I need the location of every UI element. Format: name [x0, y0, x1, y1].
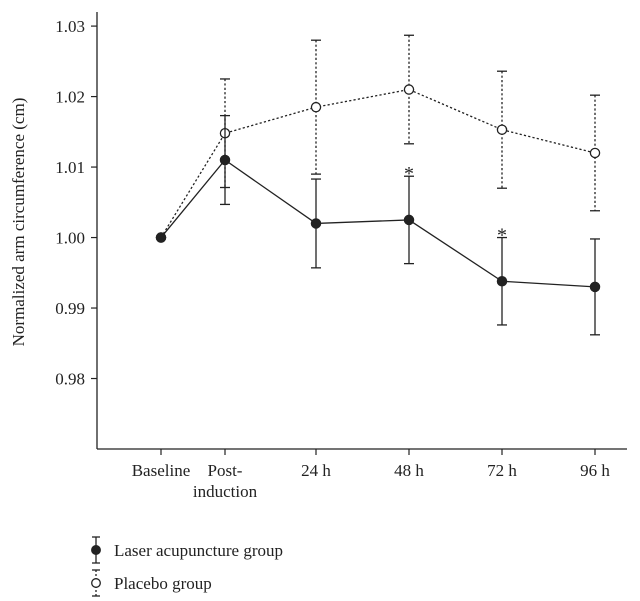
x-tick-label: 24 h [301, 461, 331, 480]
legend-item-laser: Laser acupuncture group [91, 536, 283, 564]
legend: Laser acupuncture group Placebo group [91, 536, 283, 597]
y-tick-label: 1.03 [55, 17, 85, 36]
point-placebo [589, 147, 601, 159]
x-tick-label: induction [193, 482, 258, 501]
y-tick-label: 0.98 [55, 370, 85, 389]
x-tick-label: 48 h [394, 461, 424, 480]
x-tick-label: 96 h [580, 461, 610, 480]
point-laser [219, 154, 231, 166]
y-tick-label: 1.02 [55, 88, 85, 107]
x-tick-label: Baseline [132, 461, 191, 480]
significance-marker: * [497, 225, 507, 247]
point-placebo [403, 84, 415, 95]
y-tick-label: 1.01 [55, 158, 85, 177]
x-tick-label: 72 h [487, 461, 517, 480]
x-tick-label: Post- [208, 461, 243, 480]
y-tick-label: 0.99 [55, 299, 85, 318]
series-line-laser [160, 159, 596, 288]
legend-marker-icon [91, 578, 101, 588]
legend-label: Placebo group [114, 574, 212, 593]
legend-marker-icon [91, 545, 101, 555]
point-laser [496, 275, 508, 287]
series-line-placebo [160, 88, 596, 238]
point-laser [403, 214, 415, 226]
legend-label: Laser acupuncture group [114, 541, 283, 560]
significance-marker: * [404, 163, 414, 185]
y-tick-label: 1.00 [55, 229, 85, 248]
y-axis-label: Normalized arm circumference (cm) [9, 98, 28, 347]
point-laser [589, 281, 601, 293]
plot-area: 0.98 0.99 1.00 1.01 1.02 1.03 Baseline Post-ind… [55, 17, 610, 501]
point-laser [155, 232, 167, 243]
point-laser [310, 218, 322, 229]
point-placebo [496, 124, 508, 135]
legend-item-placebo: Placebo group [91, 569, 212, 597]
point-placebo [310, 101, 322, 113]
